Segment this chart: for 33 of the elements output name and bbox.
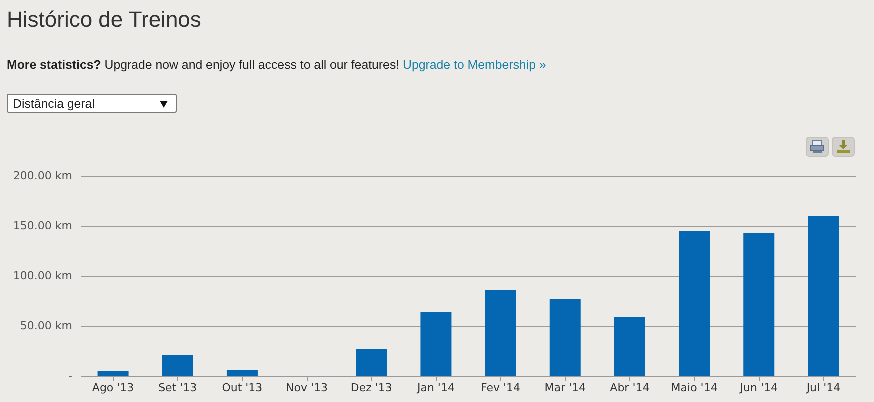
bar (485, 290, 516, 376)
x-tick-label: Dez '13 (350, 382, 392, 394)
y-tick-label: 50.00 km (20, 320, 72, 332)
x-tick-label: Set '13 (158, 382, 198, 394)
bar (162, 355, 194, 376)
bar (226, 370, 258, 376)
text: Upgrade to Membership » (402, 58, 546, 72)
dropdown-field: Distância geral (7, 94, 177, 113)
text: More statistics? (7, 58, 102, 72)
text: Upgrade now and enjoy full access to all our features! (104, 58, 400, 72)
bar (550, 299, 581, 376)
x-tick-label: Maio '14 (671, 382, 718, 394)
x-tick-label: Jun '14 (739, 382, 778, 394)
y-tick-label: 200.00 km (13, 170, 72, 182)
y-tick-label: 150.00 km (13, 220, 72, 232)
bar (614, 317, 646, 376)
x-tick-label: Out '13 (222, 382, 263, 394)
bar (679, 231, 710, 376)
chart-title: Histórico de Treinos (7, 7, 202, 33)
bar (98, 371, 129, 376)
x-tick-label: Fev '14 (481, 382, 521, 394)
x-tick-label: Jul '14 (806, 382, 841, 394)
x-tick-label: Nov '13 (286, 382, 328, 394)
bar (808, 216, 840, 376)
x-tick-label: Mar '14 (544, 382, 586, 394)
bar (420, 312, 452, 376)
x-tick-label: Abr '14 (610, 382, 650, 394)
y-tick-label: - (68, 370, 73, 382)
y-tick-label: 100.00 km (13, 270, 72, 282)
x-tick-label: Ago '13 (92, 382, 134, 394)
bar (744, 233, 775, 376)
bar (356, 349, 388, 376)
x-tick-label: Jan '14 (416, 382, 455, 394)
